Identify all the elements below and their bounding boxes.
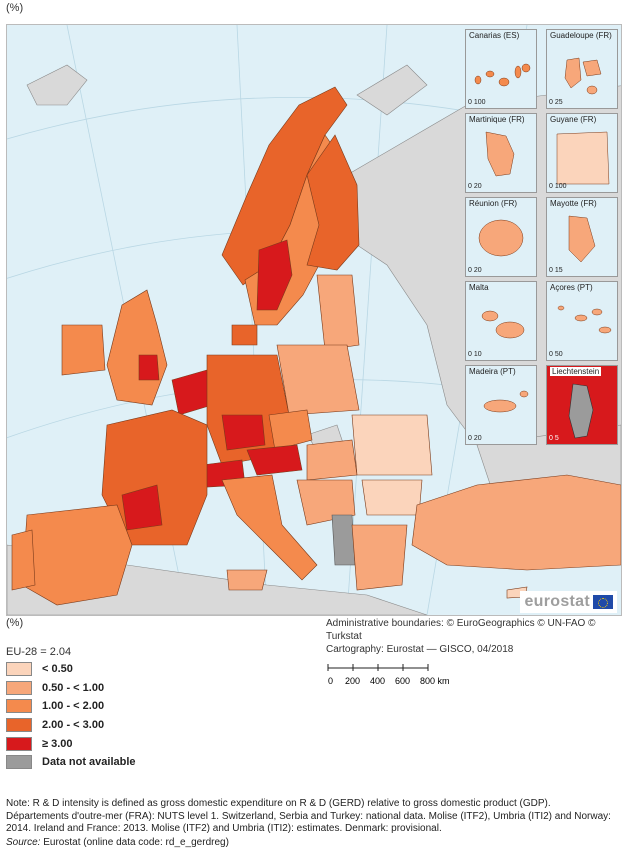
scale-tick: 800 km xyxy=(420,676,450,686)
credits-boundaries: Administrative boundaries: © EuroGeograp… xyxy=(326,618,596,642)
croatia-slovenia xyxy=(296,479,356,526)
inset-title: Guadeloupe (FR) xyxy=(550,31,612,40)
greece xyxy=(351,524,408,591)
legend-label: 1.00 - < 2.00 xyxy=(42,700,105,713)
source-label: Source: xyxy=(6,837,41,848)
legend-unit-label: (%) xyxy=(6,617,24,629)
inset-madeira: Madeira (PT) 0 20 xyxy=(465,365,537,445)
ireland xyxy=(61,324,106,376)
inset-scale: 0 50 xyxy=(549,351,563,358)
legend-swatch xyxy=(6,718,32,733)
finland xyxy=(306,134,360,271)
inset-scale: 0 5 xyxy=(549,435,559,442)
inset-liechtenstein: Liechtenstein 0 5 xyxy=(546,365,618,445)
map-credits: Administrative boundaries: © EuroGeograp… xyxy=(326,617,626,656)
legend-swatch xyxy=(6,662,32,677)
inset-guadeloupe: Guadeloupe (FR) 0 25 xyxy=(546,29,618,109)
inset-title: Réunion (FR) xyxy=(469,199,518,208)
portugal xyxy=(11,529,36,591)
germany-high xyxy=(221,414,266,451)
austria xyxy=(246,444,303,476)
inset-title: Madeira (PT) xyxy=(469,367,516,376)
scale-tick: 200 xyxy=(345,676,360,686)
legend-item: Data not available xyxy=(6,753,136,772)
poland xyxy=(276,344,360,416)
italy xyxy=(221,474,318,581)
europe-map: Canarias (ES) 0 100 Guadeloupe (FR) 0 25… xyxy=(6,24,622,616)
sweden-high xyxy=(256,239,293,311)
source-text: Eurostat (online data code: rd_e_gerdreg… xyxy=(40,837,229,848)
inset-scale: 0 20 xyxy=(468,435,482,442)
legend-label: Data not available xyxy=(42,756,136,769)
romania xyxy=(351,414,433,476)
inset-reunion: Réunion (FR) 0 20 xyxy=(465,197,537,277)
inset-title: Canarias (ES) xyxy=(469,31,520,40)
france-high xyxy=(121,484,163,531)
legend-label: < 0.50 xyxy=(42,663,73,676)
bulgaria xyxy=(361,479,423,516)
inset-guyane: Guyane (FR) 0 100 xyxy=(546,113,618,193)
eurostat-logo: eurostat xyxy=(520,591,617,613)
inset-title: Malta xyxy=(469,283,489,292)
northern-land xyxy=(356,64,428,116)
legend-swatch xyxy=(6,736,32,751)
no-data-region xyxy=(331,514,356,566)
inset-acores: Açores (PT) 0 50 xyxy=(546,281,618,361)
scale-bar: 0 200 400 600 800 km xyxy=(327,664,450,686)
sicily xyxy=(226,569,268,591)
legend-item: ≥ 3.00 xyxy=(6,734,136,753)
legend-swatch xyxy=(6,680,32,695)
spain xyxy=(21,504,133,606)
iceland xyxy=(26,64,88,106)
inset-malta: Malta 0 10 xyxy=(465,281,537,361)
inset-title: Martinique (FR) xyxy=(469,115,525,124)
source-line: Source: Eurostat (online data code: rd_e… xyxy=(6,837,229,848)
credits-cartography: Cartography: Eurostat — GISCO, 04/2018 xyxy=(326,644,514,655)
denmark xyxy=(231,324,258,346)
inset-title: Guyane (FR) xyxy=(550,115,597,124)
eu-flag-icon xyxy=(593,595,613,609)
inset-canarias: Canarias (ES) 0 100 xyxy=(465,29,537,109)
inset-scale: 0 20 xyxy=(468,183,482,190)
baltics xyxy=(316,274,360,351)
legend: < 0.50 0.50 - < 1.00 1.00 - < 2.00 2.00 … xyxy=(6,660,136,772)
europe-map-canvas xyxy=(7,25,621,615)
inset-mayotte: Mayotte (FR) 0 15 xyxy=(546,197,618,277)
legend-item: 0.50 - < 1.00 xyxy=(6,679,136,698)
inset-martinique: Martinique (FR) 0 20 xyxy=(465,113,537,193)
united-kingdom xyxy=(106,289,168,406)
legend-item: < 0.50 xyxy=(6,660,136,679)
inset-title: Mayotte (FR) xyxy=(550,199,597,208)
eu-average: EU-28 = 2.04 xyxy=(6,646,72,658)
brand-name: eurostat xyxy=(524,593,590,610)
benelux xyxy=(171,369,213,416)
hungary xyxy=(306,439,358,481)
scale-tick: 600 xyxy=(395,676,410,686)
legend-swatch xyxy=(6,699,32,714)
legend-label: ≥ 3.00 xyxy=(42,737,73,750)
inset-scale: 0 100 xyxy=(468,99,486,106)
turkey xyxy=(411,474,621,571)
inset-scale: 0 15 xyxy=(549,267,563,274)
scale-tick: 0 xyxy=(328,676,333,686)
legend-item: 1.00 - < 2.00 xyxy=(6,697,136,716)
legend-item: 2.00 - < 3.00 xyxy=(6,716,136,735)
inset-scale: 0 100 xyxy=(549,183,567,190)
inset-title: Açores (PT) xyxy=(550,283,593,292)
inset-scale: 0 25 xyxy=(549,99,563,106)
footnote: Note: R & D intensity is defined as gros… xyxy=(6,798,611,835)
inset-scale: 0 20 xyxy=(468,267,482,274)
inset-title: Liechtenstein xyxy=(550,367,602,376)
scale-tick: 400 xyxy=(370,676,385,686)
legend-label: 0.50 - < 1.00 xyxy=(42,681,105,694)
uk-high xyxy=(138,354,160,381)
legend-swatch xyxy=(6,755,32,770)
map-unit-label: (%) xyxy=(6,2,24,14)
inset-scale: 0 10 xyxy=(468,351,482,358)
legend-label: 2.00 - < 3.00 xyxy=(42,719,105,732)
czechia xyxy=(268,409,313,451)
